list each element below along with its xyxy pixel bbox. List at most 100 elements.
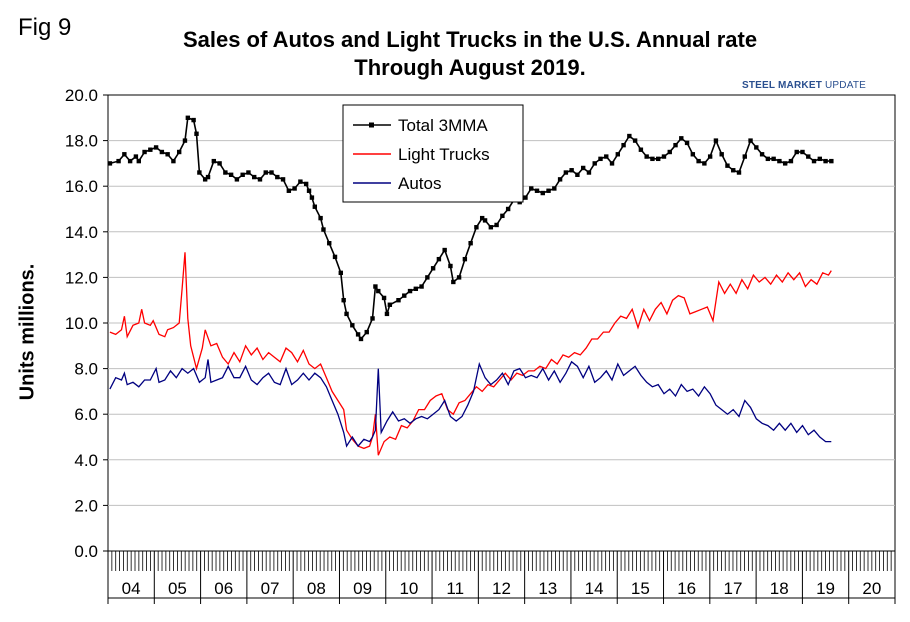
total-3mma-point [148, 147, 153, 152]
series-line-autos [109, 359, 832, 448]
total-3mma-point [823, 158, 828, 164]
total-3mma-point [474, 225, 479, 230]
total-3mma-point [211, 158, 217, 164]
total-3mma-point [673, 142, 678, 148]
total-3mma-point [696, 158, 701, 164]
total-3mma-point [165, 152, 170, 157]
legend-marker [369, 122, 374, 128]
total-3mma-point [736, 170, 742, 175]
total-3mma-point [586, 170, 592, 175]
total-3mma-point [402, 293, 407, 298]
figure-label: Fig 9 [18, 14, 72, 41]
total-3mma-point [604, 154, 609, 159]
logo-bold-text: STEEL MARKET [742, 80, 822, 91]
total-3mma-point [280, 177, 286, 182]
total-3mma-point [373, 284, 378, 289]
chart-title-line-2: Through August 2019. [354, 55, 586, 80]
x-tick-label: 17 [724, 579, 743, 598]
total-3mma-point [136, 158, 141, 164]
total-3mma-point [771, 156, 776, 162]
total-3mma-point [748, 138, 753, 143]
total-3mma-point [358, 336, 364, 342]
total-3mma-point [725, 163, 730, 168]
total-3mma-point [690, 152, 696, 157]
total-3mma-point [430, 266, 436, 271]
x-tick-label: 18 [770, 579, 789, 598]
total-3mma-point [829, 158, 834, 164]
total-3mma-point [246, 170, 251, 175]
total-3mma-point [667, 149, 672, 155]
total-3mma-point [468, 241, 473, 246]
total-3mma-point [598, 156, 603, 162]
total-3mma-point [575, 172, 580, 177]
total-3mma-point [702, 161, 707, 166]
y-tick-label: 8.0 [74, 360, 98, 379]
total-3mma-point [552, 186, 557, 191]
total-3mma-point [482, 218, 488, 223]
total-3mma-point [684, 140, 690, 146]
chart-title: Sales of Autos and Light Trucks in the U… [110, 26, 830, 82]
total-3mma-point [364, 329, 369, 335]
total-3mma-point [252, 174, 257, 180]
total-3mma-point [257, 177, 263, 182]
total-3mma-point [529, 186, 534, 191]
total-3mma-point [609, 161, 615, 166]
total-3mma-point [456, 275, 462, 280]
total-3mma-point [197, 170, 202, 175]
total-3mma-point [263, 170, 268, 175]
total-3mma-point [142, 149, 147, 155]
total-3mma-point [615, 152, 621, 157]
total-3mma-point [171, 158, 176, 164]
total-3mma-point [191, 117, 196, 123]
x-tick-label: 14 [585, 579, 604, 598]
y-tick-label: 20.0 [65, 86, 98, 105]
total-3mma-point [788, 158, 794, 164]
x-tick-label: 09 [353, 579, 372, 598]
total-3mma-point [312, 204, 318, 209]
total-3mma-point [479, 215, 485, 221]
total-3mma-point [742, 154, 747, 159]
x-tick-label: 16 [677, 579, 696, 598]
total-3mma-point [569, 168, 574, 173]
y-tick-label: 2.0 [74, 496, 98, 515]
y-tick-label: 16.0 [65, 177, 98, 196]
total-3mma-point [563, 170, 569, 175]
total-3mma-point [341, 298, 346, 303]
total-3mma-point [413, 286, 419, 291]
x-tick-label: 15 [631, 579, 650, 598]
total-3mma-point [202, 177, 208, 182]
x-tick-label: 05 [168, 579, 187, 598]
y-tick-label: 18.0 [65, 132, 98, 151]
total-3mma-point [370, 316, 375, 321]
y-tick-label: 0.0 [74, 542, 98, 561]
total-3mma-point [384, 311, 390, 317]
steel-market-update-logo: STEEL MARKET UPDATE [742, 80, 866, 91]
total-3mma-point [127, 158, 133, 164]
y-tick-label: 4.0 [74, 451, 98, 470]
total-3mma-point [107, 161, 113, 166]
total-3mma-point [344, 311, 349, 317]
y-tick-label: 10.0 [65, 314, 98, 333]
total-3mma-point [116, 158, 121, 164]
total-3mma-point [707, 154, 713, 159]
x-tick-label: 08 [307, 579, 326, 598]
total-3mma-point [298, 179, 303, 184]
total-3mma-point [719, 152, 724, 157]
legend-label: Autos [398, 174, 441, 193]
total-3mma-point [546, 188, 551, 193]
total-3mma-point [817, 156, 823, 162]
total-3mma-point [176, 149, 182, 155]
total-3mma-point [419, 284, 424, 289]
total-3mma-point [462, 256, 468, 262]
total-3mma-point [638, 147, 644, 152]
total-3mma-point [228, 172, 234, 177]
x-tick-label: 12 [492, 579, 511, 598]
total-3mma-point [159, 149, 165, 155]
total-3mma-point [806, 154, 811, 159]
total-3mma-point [534, 188, 540, 193]
total-3mma-point [306, 188, 312, 193]
x-tick-label: 20 [862, 579, 881, 598]
total-3mma-point [436, 256, 442, 262]
total-3mma-point [396, 298, 401, 303]
